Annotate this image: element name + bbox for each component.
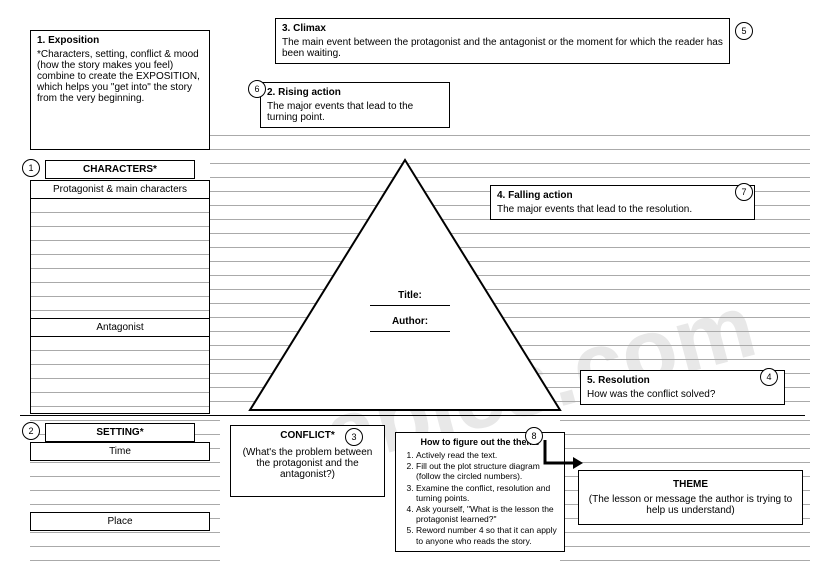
circle-8: 8 <box>525 427 543 445</box>
resolution-box: 5. Resolution How was the conflict solve… <box>580 370 785 405</box>
theme-box: THEME (The lesson or message the author … <box>578 470 803 525</box>
theme-body: (The lesson or message the author is try… <box>587 494 794 516</box>
resolution-body: How was the conflict solved? <box>587 389 778 400</box>
time-field: Time <box>30 442 210 461</box>
characters-column: for(let i=1;i<9;i++)document.write('<div… <box>30 198 210 318</box>
circle-6: 6 <box>248 80 266 98</box>
howto-step-1: Actively read the text. <box>416 450 558 460</box>
exposition-body: *Characters, setting, conflict & mood (h… <box>37 49 203 104</box>
protagonist-field: Protagonist & main characters <box>30 180 210 199</box>
howto-step-5: Reword number 4 so that it can apply to … <box>416 525 558 545</box>
setting-label: SETTING* <box>45 423 195 442</box>
arrow-icon <box>540 435 590 475</box>
howto-step-3: Examine the conflict, resolution and tur… <box>416 483 558 503</box>
characters-label: CHARACTERS* <box>45 160 195 179</box>
title-label: Title: <box>350 290 470 301</box>
rising-body: The major events that lead to the turnin… <box>267 101 443 123</box>
triangle-center: Title: Author: <box>350 290 470 342</box>
antagonist-field: Antagonist <box>30 318 210 337</box>
climax-body: The main event between the protagonist a… <box>282 37 723 59</box>
exposition-title: 1. Exposition <box>37 35 203 46</box>
circle-1: 1 <box>22 159 40 177</box>
baseline-rule <box>20 415 805 416</box>
exposition-box: 1. Exposition *Characters, setting, conf… <box>30 30 210 150</box>
circle-5: 5 <box>735 22 753 40</box>
theme-label: THEME <box>587 479 794 490</box>
plot-triangle <box>240 155 570 415</box>
circle-7: 7 <box>735 183 753 201</box>
climax-title: 3. Climax <box>282 23 723 34</box>
circle-2: 2 <box>22 422 40 440</box>
conflict-label: CONFLICT* <box>280 430 334 441</box>
circle-4: 4 <box>760 368 778 386</box>
rising-title: 2. Rising action <box>267 87 443 98</box>
rising-box: 2. Rising action The major events that l… <box>260 82 450 128</box>
resolution-title: 5. Resolution <box>587 375 778 386</box>
circle-3: 3 <box>345 428 363 446</box>
conflict-body: (What's the problem between the protagon… <box>237 447 378 480</box>
author-line <box>370 331 450 332</box>
howto-step-4: Ask yourself, "What is the lesson the pr… <box>416 504 558 524</box>
climax-box: 3. Climax The main event between the pro… <box>275 18 730 64</box>
title-line <box>370 305 450 306</box>
howto-step-2: Fill out the plot structure diagram (fol… <box>416 461 558 481</box>
author-label: Author: <box>350 316 470 327</box>
antagonist-column: for(let i=1;i<6;i++)document.write('<div… <box>30 336 210 414</box>
place-field: Place <box>30 512 210 531</box>
